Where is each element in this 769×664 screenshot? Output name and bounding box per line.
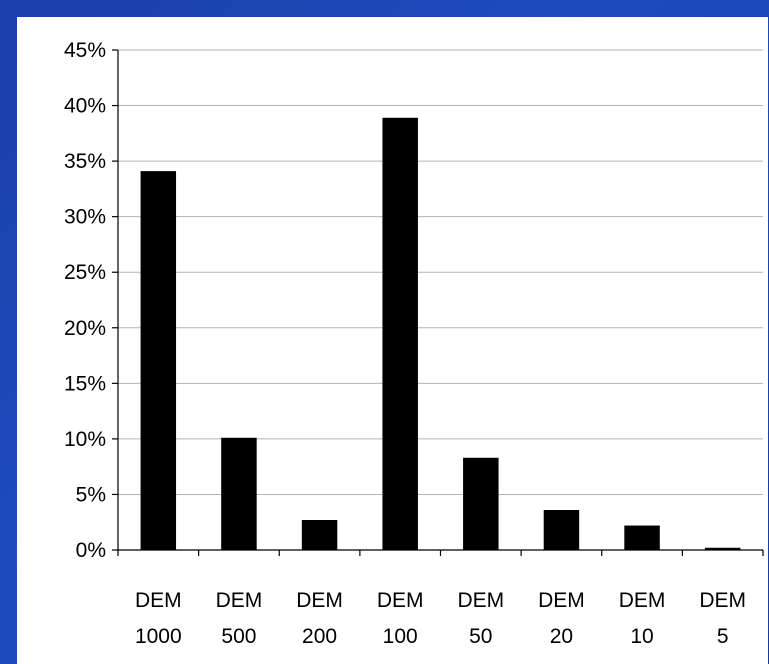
x-category-label: 100 (383, 625, 418, 648)
y-tick-label: 15% (64, 372, 106, 395)
y-tick-label: 0% (76, 539, 106, 562)
bar (221, 437, 257, 550)
x-category-label: 5 (717, 625, 729, 648)
y-tick-label: 25% (64, 261, 106, 284)
bar (140, 171, 177, 550)
y-tick-label: 20% (64, 317, 106, 340)
x-category-label: 500 (221, 625, 256, 648)
x-category-label: DEM (538, 589, 585, 612)
bar (704, 547, 741, 550)
chart-panel: 0% 5% 10% 15% 20% 25% 30% 35% 40% 45% DEM 1000 DEM 50… (17, 17, 768, 664)
bar (543, 510, 580, 550)
x-category-label: DEM (216, 589, 263, 612)
y-tick-label: 5% (76, 483, 106, 506)
y-tick-label: 35% (64, 150, 106, 173)
x-category-label: 200 (302, 625, 337, 648)
x-category-label: 1000 (135, 625, 182, 648)
y-tick-label: 45% (64, 39, 106, 62)
x-category-label: 50 (469, 625, 492, 648)
x-category-label: DEM (296, 589, 343, 612)
x-category-label: 20 (550, 625, 573, 648)
y-tick-label: 10% (64, 428, 106, 451)
bar (624, 525, 660, 550)
x-category-label: DEM (699, 589, 746, 612)
x-category-label: 10 (630, 625, 653, 648)
bar (463, 457, 499, 550)
bar-chart: 0% 5% 10% 15% 20% 25% 30% 35% 40% 45% DEM 1000 DEM 50… (64, 39, 764, 648)
x-category-label: DEM (135, 589, 182, 612)
x-category-label: DEM (377, 589, 424, 612)
bar (382, 117, 418, 551)
y-tick-label: 40% (64, 95, 106, 118)
bar (301, 520, 338, 550)
x-category-label: DEM (619, 589, 666, 612)
y-tick-label: 30% (64, 206, 106, 229)
x-category-label: DEM (457, 589, 504, 612)
